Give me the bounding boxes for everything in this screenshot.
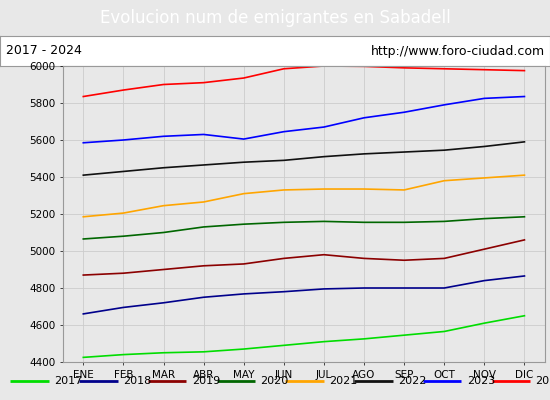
Text: 2022: 2022 [398, 376, 426, 386]
Text: 2019: 2019 [192, 376, 220, 386]
Text: 2020: 2020 [261, 376, 289, 386]
Text: http://www.foro-ciudad.com: http://www.foro-ciudad.com [370, 44, 544, 58]
Text: 2021: 2021 [329, 376, 358, 386]
Text: 2017 - 2024: 2017 - 2024 [6, 44, 81, 58]
Text: 2017: 2017 [54, 376, 82, 386]
Text: Evolucion num de emigrantes en Sabadell: Evolucion num de emigrantes en Sabadell [100, 9, 450, 27]
Text: 2018: 2018 [123, 376, 151, 386]
Text: 2023: 2023 [467, 376, 495, 386]
Text: 2024: 2024 [536, 376, 550, 386]
